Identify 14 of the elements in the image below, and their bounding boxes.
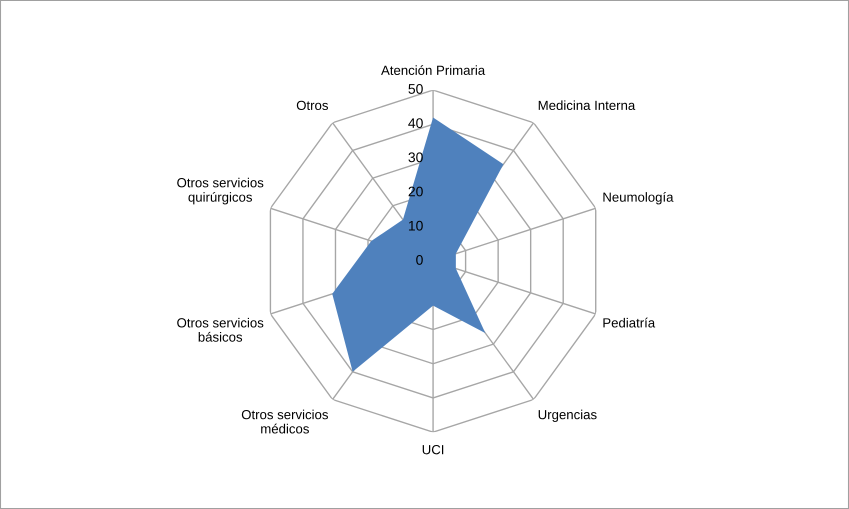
y-tick-label: 40 — [408, 118, 423, 128]
spoke-label: Medicina Interna — [538, 100, 636, 110]
y-tick-label: 0 — [416, 255, 423, 265]
spoke-label: Urgencias — [538, 410, 597, 422]
spoke-label: Pediatría — [603, 318, 656, 328]
spoke-label: Atención Primaria — [381, 65, 486, 75]
spoke-label: Otros servicios médicos — [242, 410, 328, 434]
spoke-label: Otros servicios quirúrgicos — [177, 178, 264, 204]
spoke-label: Otros servicios básicos — [177, 318, 264, 342]
spoke-label: Neumología — [603, 192, 674, 204]
spoke-label: Otros — [296, 100, 328, 110]
y-tick-label: 50 — [408, 84, 423, 94]
y-tick-label: 10 — [408, 220, 423, 231]
spoke-label: UCI — [422, 444, 444, 454]
